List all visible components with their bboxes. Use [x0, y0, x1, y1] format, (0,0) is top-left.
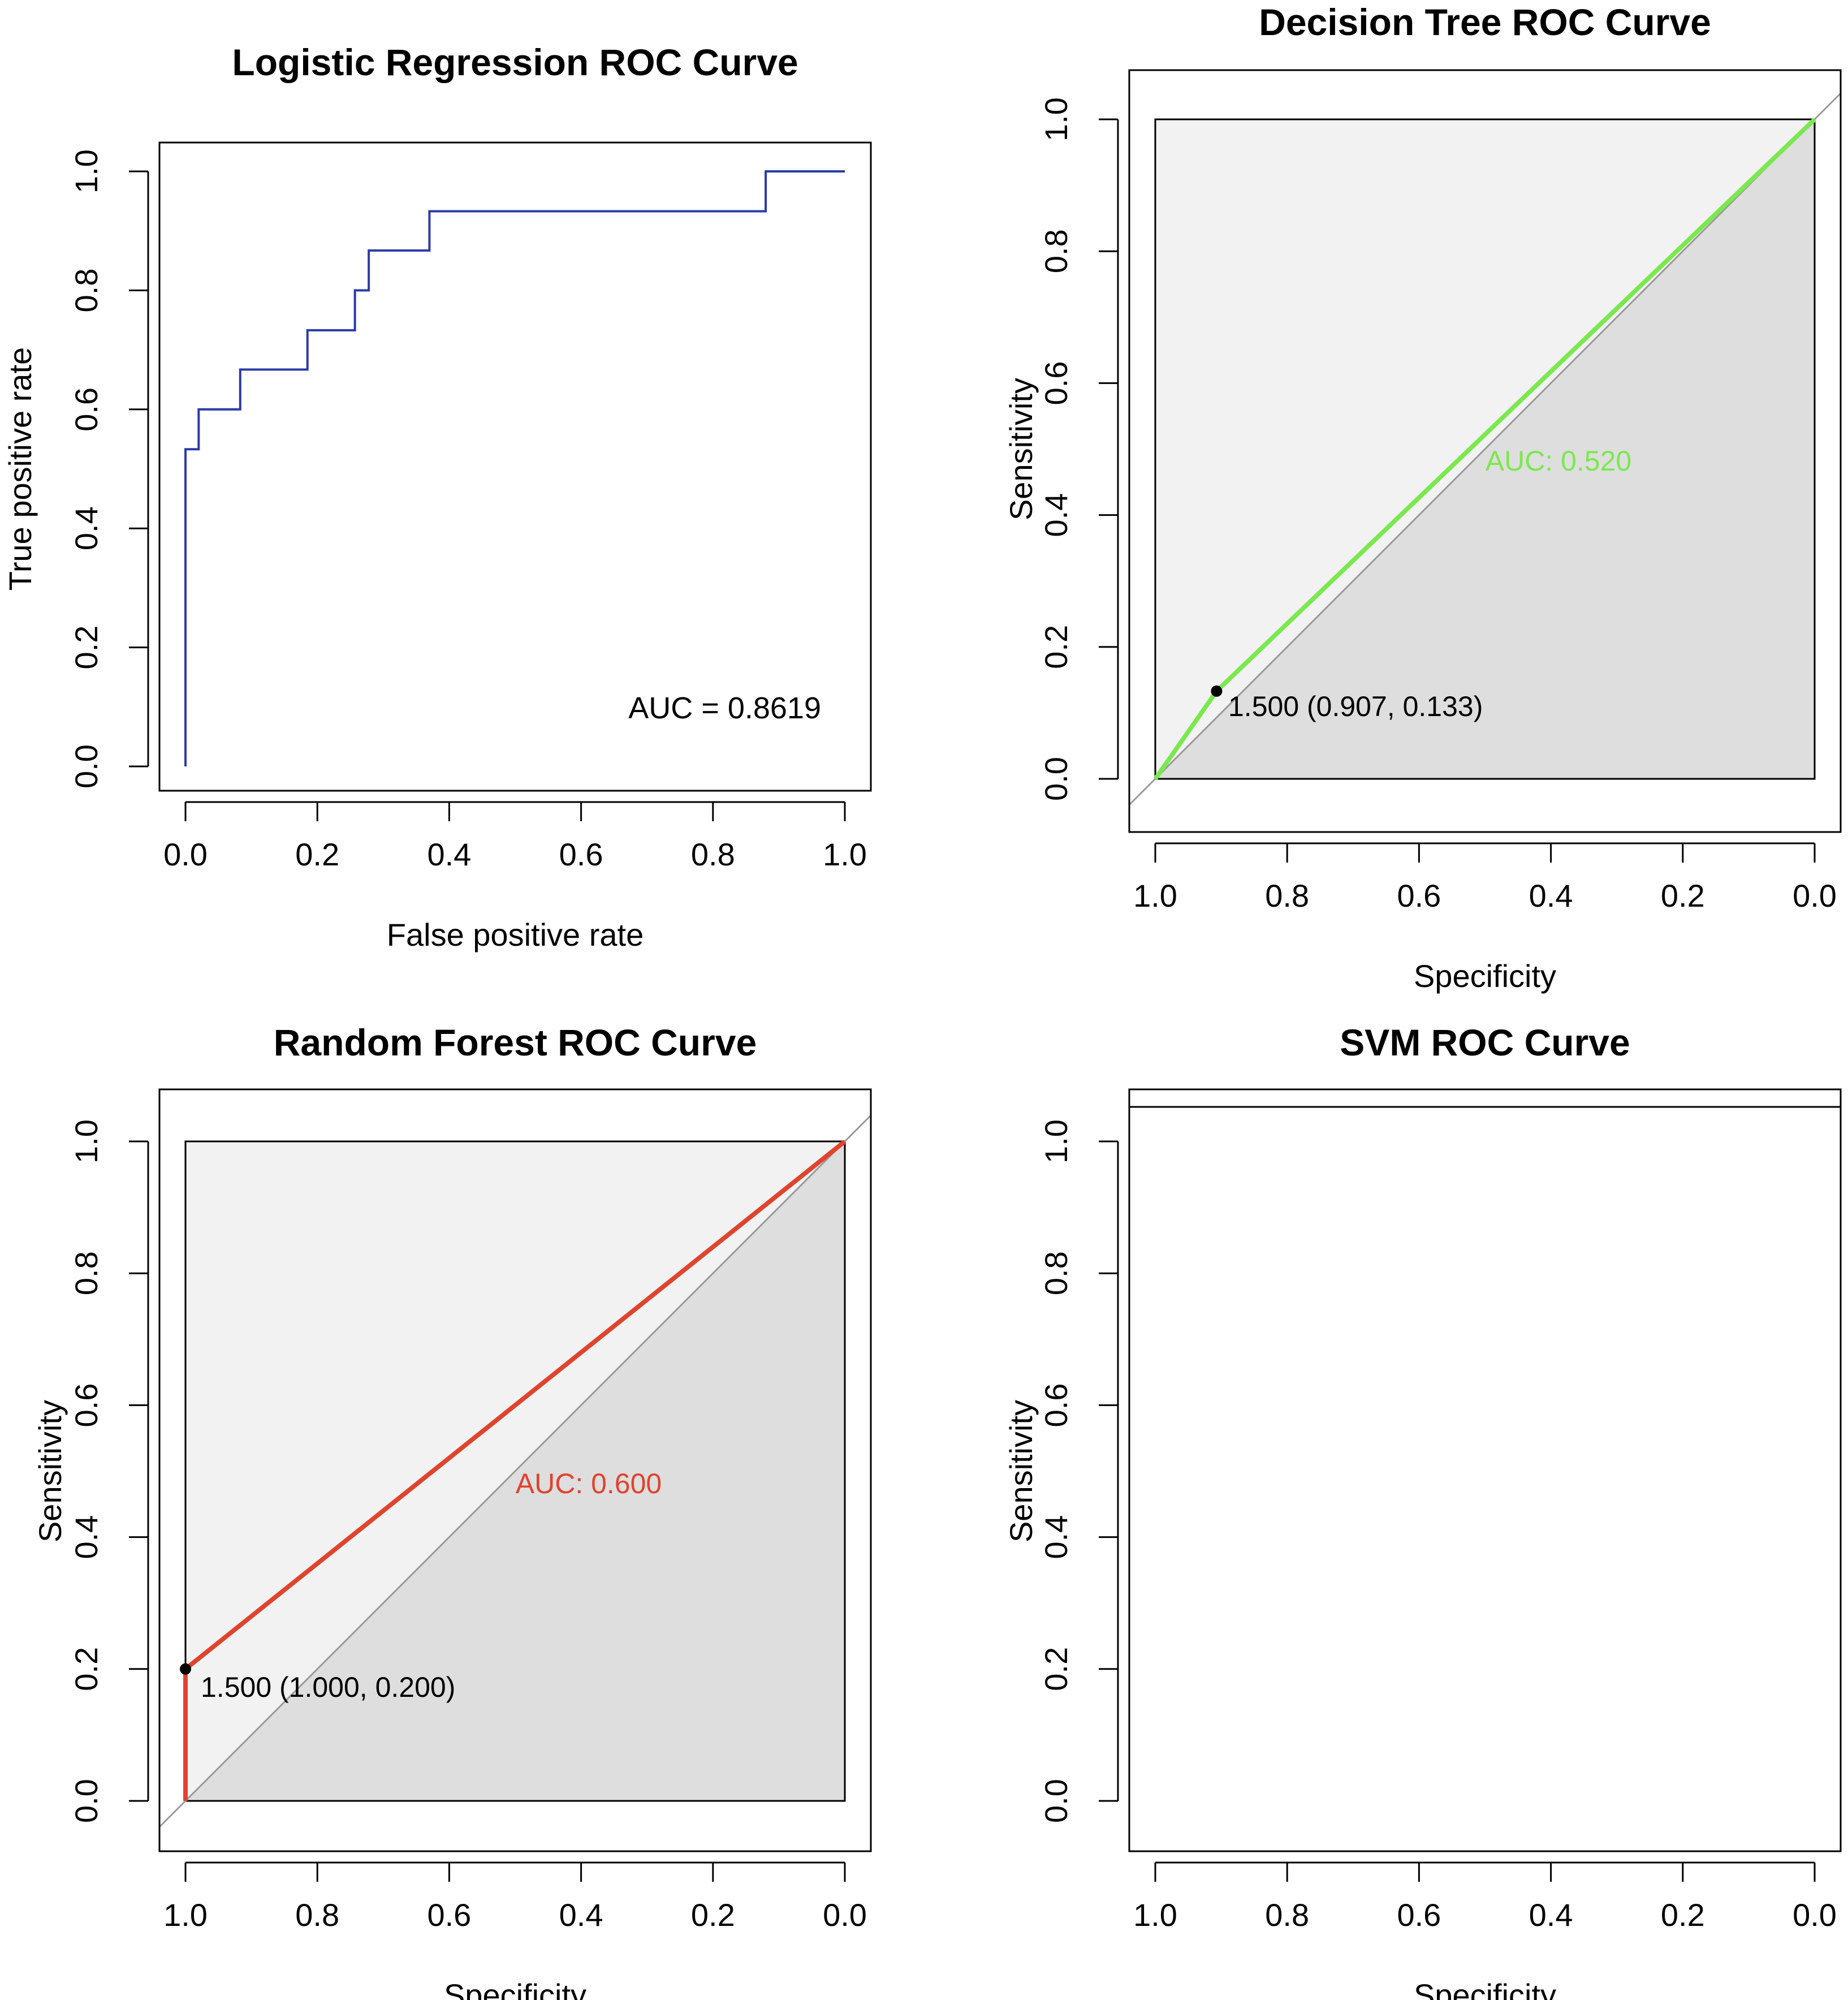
x-tick-label: 0.4: [1529, 1897, 1573, 1933]
y-tick-label: 0.6: [1038, 1383, 1074, 1427]
y-tick-label: 0.2: [68, 626, 104, 670]
y-tick-label: 0.6: [68, 387, 104, 432]
y-tick-label: 0.8: [68, 268, 104, 312]
x-axis-label: Specificity: [444, 1977, 586, 2000]
y-axis: 0.0 0.2 0.4 0.6 0.8 1.0: [1038, 1119, 1119, 1823]
threshold-point: [1211, 685, 1223, 697]
x-tick-label: 0.6: [1397, 878, 1441, 913]
y-tick-label: 0.8: [68, 1251, 104, 1295]
y-axis-label: Sensitivity: [1003, 1400, 1039, 1542]
x-tick-label: 0.4: [1529, 878, 1573, 913]
x-tick-label: 0.0: [1793, 878, 1837, 913]
auc-label: AUC: 0.600: [516, 1468, 662, 1499]
plot-frame: [158, 141, 872, 792]
y-tick-label: 0.0: [68, 1779, 104, 1823]
diagonal-reference-line: [158, 1114, 872, 1828]
x-tick-label: 0.6: [427, 1897, 471, 1933]
y-tick-label: 1.0: [1038, 97, 1074, 141]
x-tick-label: 0.0: [823, 1897, 867, 1933]
x-tick-label: 1.0: [1133, 878, 1177, 913]
x-tick-label: 0.2: [1661, 1897, 1705, 1933]
x-tick-label: 0.6: [1397, 1897, 1441, 1933]
y-tick-label: 1.0: [68, 149, 104, 193]
roc-curve-logistic: [184, 170, 845, 766]
y-tick-label: 0.2: [1038, 625, 1074, 669]
threshold-label: 1.500 (1.000, 0.200): [201, 1671, 455, 1703]
y-axis-label: Sensitivity: [1003, 378, 1039, 520]
x-tick-label: 0.8: [295, 1897, 339, 1933]
x-tick-label: 0.0: [1793, 1897, 1837, 1933]
x-tick-label: 0.2: [691, 1897, 735, 1933]
x-axis-label: Specificity: [1414, 958, 1556, 994]
x-tick-label: 0.0: [163, 837, 208, 872]
y-axis: 0.0 0.2 0.4 0.6 0.8 1.0: [1038, 97, 1119, 801]
y-tick-label: 0.6: [68, 1383, 104, 1427]
chart-title: Logistic Regression ROC Curve: [232, 41, 798, 83]
y-tick-label: 1.0: [68, 1119, 104, 1163]
panel-svm: SVM ROC Curve 1.0 0.8 0.6 0.4 0.2 0.0 Specifici…: [1003, 1021, 1842, 2000]
chart-title: Random Forest ROC Curve: [274, 1021, 757, 1063]
diagonal-reference-line: [1128, 92, 1842, 806]
panel-decision_tree: Decision Tree ROC Curve 1.500 (0.907, 0.1…: [1003, 1, 1842, 994]
y-axis-label: Sensitivity: [32, 1400, 68, 1542]
y-tick-label: 0.2: [1038, 1647, 1074, 1691]
x-tick-label: 0.4: [427, 837, 471, 872]
x-axis: 0.0 0.2 0.4 0.6 0.8 1.0: [163, 801, 867, 872]
x-axis: 1.0 0.8 0.6 0.4 0.2 0.0: [1133, 842, 1837, 913]
x-tick-label: 0.8: [1265, 1897, 1309, 1933]
y-tick-label: 0.0: [1038, 1779, 1074, 1823]
auc-label: AUC = 0.8619: [628, 691, 821, 725]
y-tick-label: 0.8: [1038, 229, 1074, 273]
x-tick-label: 1.0: [163, 1897, 208, 1933]
y-axis: 0.0 0.2 0.4 0.6 0.8 1.0: [68, 149, 149, 788]
y-tick-label: 0.4: [68, 1515, 104, 1559]
x-axis-label: False positive rate: [387, 917, 644, 952]
y-tick-label: 0.4: [1038, 493, 1074, 537]
threshold-label: 1.500 (0.907, 0.133): [1228, 691, 1483, 722]
x-tick-label: 0.8: [1265, 878, 1309, 913]
auc-label: AUC: 0.520: [1486, 445, 1631, 477]
x-axis: 1.0 0.8 0.6 0.4 0.2 0.0: [1133, 1861, 1837, 1933]
x-tick-label: 0.2: [295, 837, 339, 872]
x-tick-label: 0.2: [1661, 878, 1705, 913]
roc-space-box: [184, 1140, 846, 1802]
plot-frame: [1128, 69, 1842, 833]
x-axis-label: Specificity: [1414, 1977, 1556, 2000]
plot-frame: [158, 1088, 872, 1852]
y-tick-label: 0.6: [1038, 361, 1074, 405]
panel-random_forest: Random Forest ROC Curve 1.500 (1.000, 0.2…: [32, 1021, 872, 2000]
y-axis: 0.0 0.2 0.4 0.6 0.8 1.0: [68, 1119, 149, 1823]
y-tick-label: 0.0: [68, 744, 104, 788]
y-tick-label: 0.0: [1038, 757, 1074, 801]
x-tick-label: 0.8: [691, 837, 735, 872]
chart-title: SVM ROC Curve: [1340, 1021, 1630, 1063]
y-axis-label: True positive rate: [2, 347, 38, 591]
chart-title: Decision Tree ROC Curve: [1259, 1, 1711, 43]
threshold-point: [180, 1663, 191, 1675]
roc-space-box: [1154, 118, 1816, 780]
x-tick-label: 0.6: [559, 837, 603, 872]
y-tick-label: 0.2: [68, 1647, 104, 1691]
x-tick-label: 1.0: [1133, 1897, 1177, 1933]
y-tick-label: 1.0: [1038, 1119, 1074, 1163]
plot-frame: [1128, 1088, 1842, 1852]
y-tick-label: 0.8: [1038, 1251, 1074, 1295]
x-tick-label: 0.4: [559, 1897, 603, 1933]
y-tick-label: 0.4: [68, 506, 104, 550]
panel-logistic: Logistic Regression ROC Curve AUC = 0.861…: [2, 41, 872, 952]
x-tick-label: 1.0: [823, 837, 867, 872]
y-tick-label: 0.4: [1038, 1515, 1074, 1559]
x-axis: 1.0 0.8 0.6 0.4 0.2 0.0: [163, 1861, 867, 1933]
